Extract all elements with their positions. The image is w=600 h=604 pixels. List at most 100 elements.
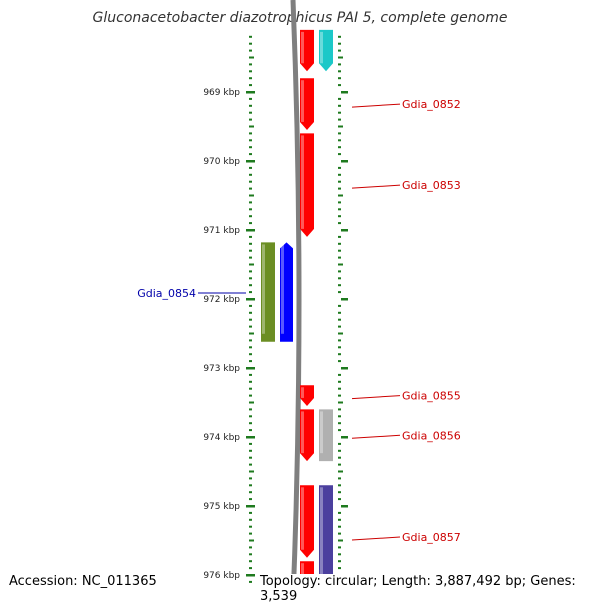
ruler-minor-tick [249,560,252,563]
ruler-minor-tick [249,201,252,204]
ruler-minor-tick [249,491,252,494]
ruler-minor-tick [338,42,341,45]
ruler-minor-tick [338,139,341,142]
gene-label[interactable]: Gdia_0852 [402,98,461,111]
ruler-minor-tick [249,332,254,335]
ruler-minor-tick [249,153,252,156]
ruler-minor-tick [338,408,341,411]
ruler-minor-tick [249,63,252,66]
ruler-minor-tick [338,194,343,197]
ruler-minor-tick [338,422,341,425]
gene-feature[interactable] [300,409,314,462]
ruler-minor-tick [249,249,252,252]
ruler-minor-tick [338,442,341,445]
gene-feature[interactable] [300,485,314,558]
ruler-minor-tick [338,456,341,459]
gene-feature[interactable] [300,78,314,130]
gene-feature[interactable] [300,29,314,72]
accession-text: Accession: NC_011365 [7,574,159,589]
ruler-major-tick [246,436,255,439]
ruler-minor-tick [338,166,341,169]
ruler-left-ticks: 969 kbp 970 kbp 971 kbp 972 kbp 973 kbp 974 k… [203,35,255,583]
ruler-major-tick [246,91,255,94]
ruler-minor-tick [249,208,252,211]
ruler-minor-tick [249,380,252,383]
ruler-minor-tick [249,277,252,280]
ruler-minor-tick [338,360,341,363]
ruler-minor-tick [338,380,341,383]
ruler-minor-tick [249,70,252,73]
ruler-minor-tick [338,353,341,356]
gene-feature[interactable] [319,409,333,462]
ruler-minor-tick [249,518,252,521]
ruler-minor-tick [249,318,252,321]
ruler-minor-tick [338,104,341,107]
gene-label-leader [351,434,401,439]
ruler-minor-tick [338,339,341,342]
ruler-minor-tick [338,498,341,501]
ruler-minor-tick [249,553,252,556]
ruler-minor-tick [249,284,252,287]
ruler-minor-tick [249,567,252,570]
gene-highlight [301,487,304,550]
ruler-minor-tick [338,118,341,121]
ruler-minor-tick [249,470,254,473]
ruler-minor-tick [338,304,341,307]
ruler-minor-tick [338,373,341,376]
ruler-minor-tick [338,132,341,135]
ruler-minor-tick [338,111,341,114]
ruler-minor-tick [338,256,341,259]
gene-feature[interactable] [300,385,314,406]
gene-feature[interactable] [280,242,293,342]
ruler-minor-tick [338,146,341,149]
ruler-minor-tick [249,449,252,452]
ruler-minor-tick [249,408,252,411]
ruler-minor-tick [338,415,341,418]
gene-feature[interactable] [319,485,333,589]
gene-highlight [301,80,304,122]
gene-label-leader [351,536,401,541]
ruler-minor-tick [338,560,341,563]
ruler-minor-tick [249,498,252,501]
gene-highlight [301,135,304,229]
ruler-minor-tick [338,153,341,156]
kbp-tick-label: 971 kbp [203,226,240,236]
ruler-minor-tick [338,180,341,183]
ruler-minor-tick [249,222,252,225]
ruler-minor-tick [249,387,252,390]
ruler-minor-tick [249,429,252,432]
gene-feature[interactable] [300,133,314,237]
kbp-tick-label: 976 kbp [203,571,240,581]
ruler-minor-tick [338,242,341,245]
ruler-minor-tick [249,242,252,245]
gene-label[interactable]: Gdia_0854 [137,287,196,300]
gene-highlight [301,31,304,64]
gene-label-leader [351,184,401,189]
ruler-minor-tick [249,580,252,583]
ruler-major-tick [246,298,255,301]
ruler-minor-tick [249,194,254,197]
gene-feature[interactable] [261,242,275,342]
ruler-major-tick [341,298,348,301]
ruler-minor-tick [249,104,252,107]
gene-label[interactable]: Gdia_0855 [402,390,461,403]
ruler-minor-tick [249,291,252,294]
ruler-minor-tick [338,77,341,80]
ruler-minor-tick [338,63,341,66]
gene-feature[interactable] [319,29,333,72]
ruler-minor-tick [338,49,341,52]
gene-label[interactable]: Gdia_0857 [402,531,461,544]
ruler-major-tick [341,436,348,439]
gene-label[interactable]: Gdia_0856 [402,429,461,442]
ruler-minor-tick [338,346,341,349]
ruler-minor-tick [249,132,252,135]
ruler-minor-tick [249,42,252,45]
gene-label[interactable]: Gdia_0853 [402,179,461,192]
ruler-major-tick [341,505,348,508]
ruler-minor-tick [338,491,341,494]
kbp-tick-label: 970 kbp [203,157,240,167]
ruler-minor-tick [338,201,341,204]
ruler-minor-tick [249,215,252,218]
kbp-tick-label: 975 kbp [203,502,240,512]
ruler-major-tick [246,505,255,508]
